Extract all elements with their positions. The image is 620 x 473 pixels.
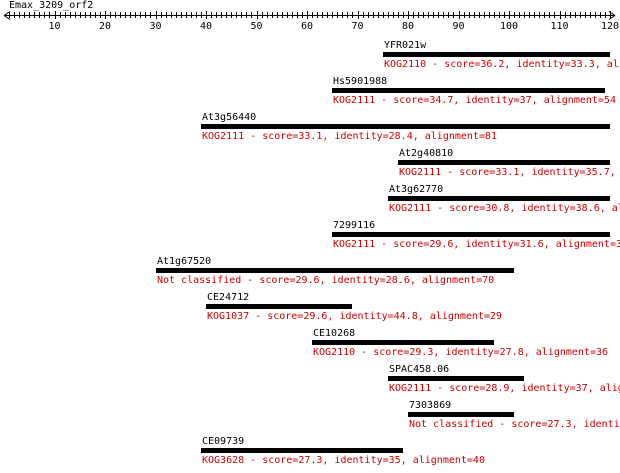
ruler-left-arrow: [3, 15, 11, 20]
ruler-tick-label: 10: [48, 21, 61, 32]
hit-kog-info[interactable]: KOG1037 - score=29.6, identity=44.8, ali…: [207, 311, 503, 322]
hit-name[interactable]: 7303869: [409, 400, 452, 411]
ruler-tick-label: 60: [300, 21, 314, 32]
hit-kog-info[interactable]: KOG2111 - score=29.6, identity=31.6, ali…: [333, 239, 620, 250]
ruler-right-arrow: [608, 11, 616, 16]
hit-kog-info[interactable]: KOG3628 - score=27.3, identity=35, align…: [202, 455, 485, 466]
ruler-tick-label: 20: [98, 21, 112, 32]
hit-name[interactable]: CE09739: [202, 436, 245, 447]
hit-alignment-bar[interactable]: [383, 52, 610, 57]
ruler-tick-label: 40: [199, 21, 213, 32]
hit-name[interactable]: At1g67520: [157, 256, 212, 267]
hit-alignment-bar[interactable]: [332, 88, 605, 93]
hit-alignment-bar[interactable]: [388, 196, 610, 201]
hit-kog-info[interactable]: KOG2110 - score=36.2, identity=33.3, ali: [384, 59, 620, 70]
hit-alignment-bar[interactable]: [201, 124, 610, 129]
ruler-tick-label: 110: [550, 21, 569, 32]
hit-alignment-bar[interactable]: [398, 160, 610, 165]
scale-ruler: [3, 11, 616, 20]
hit-name[interactable]: At2g40810: [399, 148, 454, 159]
query-title: Emax_3209_orf2: [9, 0, 94, 11]
hit-alignment-bar[interactable]: [201, 448, 403, 453]
hit-name[interactable]: CE10268: [313, 328, 356, 339]
ruler-tick-label: 100: [499, 21, 519, 32]
hit-kog-info[interactable]: KOG2111 - score=33.1, identity=28.4, ali…: [202, 131, 498, 142]
hit-kog-info[interactable]: KOG2111 - score=30.8, identity=38.6, ali…: [389, 203, 620, 214]
hit-kog-info[interactable]: KOG2111 - score=34.7, identity=37, align…: [333, 95, 616, 106]
hit-kog-info[interactable]: KOG2110 - score=29.3, identity=27.8, ali…: [313, 347, 609, 358]
hit-name[interactable]: At3g62770: [389, 184, 444, 195]
hit-name[interactable]: YFR021w: [384, 40, 427, 51]
hit-alignment-bar[interactable]: [312, 340, 494, 345]
hit-kog-info[interactable]: KOG2111 - score=33.1, identity=35.7, ali: [399, 167, 620, 178]
hit-alignment-bar[interactable]: [156, 268, 514, 273]
hit-alignment-bar[interactable]: [206, 304, 352, 309]
hit-name[interactable]: CE24712: [207, 292, 250, 303]
hit-kog-info[interactable]: Not classified - score=29.6, identity=28…: [157, 275, 495, 286]
hit-name[interactable]: SPAC458.06: [389, 364, 450, 375]
hit-kog-info[interactable]: KOG2111 - score=28.9, identity=37, alig: [389, 383, 620, 394]
hit-alignment-bar[interactable]: [332, 232, 610, 237]
ruler-tick-label: 120: [600, 21, 620, 32]
hit-alignment-bar[interactable]: [408, 412, 514, 417]
hit-name[interactable]: Hs5901988: [333, 76, 388, 87]
ruler-tick-label: 30: [149, 21, 162, 32]
hit-name[interactable]: 7299116: [333, 220, 376, 231]
hit-name[interactable]: At3g56440: [202, 112, 257, 123]
ruler-right-arrow: [608, 15, 616, 20]
ruler-tick-label: 50: [250, 21, 263, 32]
hit-kog-info[interactable]: Not classified - score=27.3, identi: [409, 419, 620, 430]
hit-alignment-bar[interactable]: [388, 376, 524, 381]
ruler-tick-label: 70: [351, 21, 364, 32]
ruler-tick-label: 80: [401, 21, 415, 32]
ruler-tick-label: 90: [452, 21, 465, 32]
